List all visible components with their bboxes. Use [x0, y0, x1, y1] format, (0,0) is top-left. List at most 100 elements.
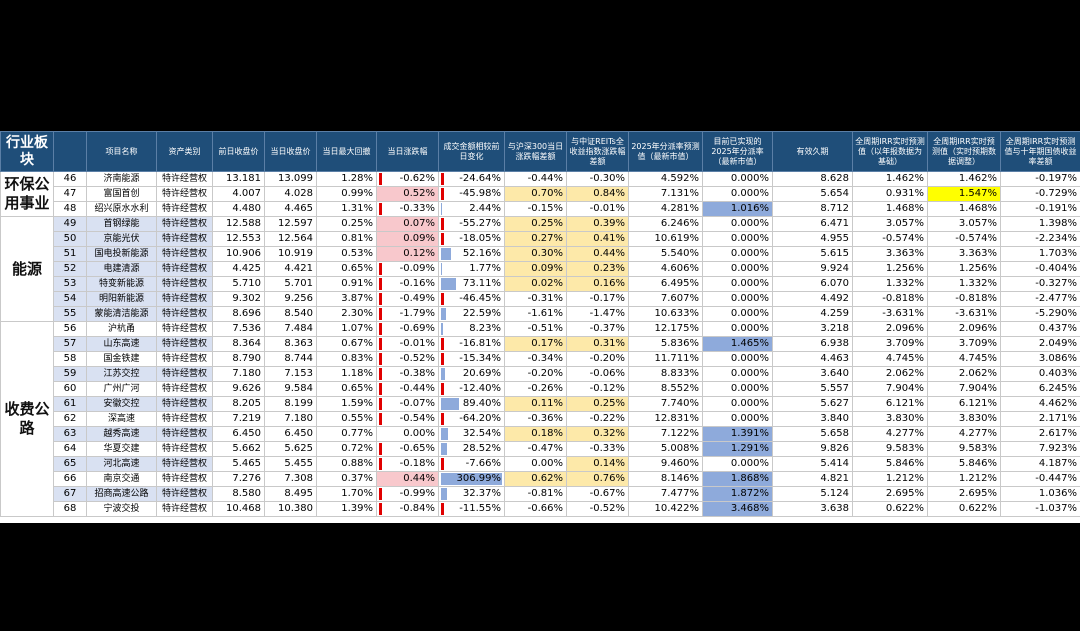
- turnover-change-value: 52.16%: [462, 248, 501, 259]
- row-index-value: 51: [63, 248, 77, 259]
- realized-2025: 1.465%: [702, 336, 773, 352]
- prev-close-value: 9.626: [232, 383, 261, 394]
- turnover-change-value: 32.54%: [462, 428, 501, 439]
- vs-hs300: 0.09%: [504, 261, 567, 277]
- row-index-value: 63: [63, 428, 77, 439]
- duration-value: 5.627: [820, 398, 849, 409]
- vs-hs300: -0.31%: [504, 291, 567, 307]
- daily-change: 0.00%: [376, 426, 439, 442]
- row-index-value: 50: [63, 233, 77, 244]
- prev-close: 4.425: [212, 261, 265, 277]
- header-max-drawdown: 当日最大回撤: [316, 131, 377, 172]
- duration-value: 5.615: [820, 248, 849, 259]
- irr-spread: -0.197%: [1000, 171, 1080, 187]
- asset-type-value: 特许经营权: [161, 444, 207, 454]
- prev-close: 8.580: [212, 486, 265, 502]
- turnover-change: 306.99%: [438, 471, 505, 487]
- asset-type-value: 特许经营权: [161, 489, 207, 499]
- max-drawdown-value: 1.07%: [341, 323, 373, 334]
- irr-base-value: 2.096%: [885, 323, 924, 334]
- turnover-bar: [441, 308, 446, 320]
- prev-close-value: 4.007: [232, 188, 261, 199]
- yield-2025: 12.831%: [628, 411, 703, 427]
- yield-2025-value: 8.552%: [660, 383, 699, 394]
- daily-change-value: -0.52%: [399, 353, 435, 364]
- vs-reits: -0.12%: [566, 381, 629, 397]
- irr-base: -0.574%: [852, 231, 928, 247]
- duration: 5.615: [772, 246, 853, 262]
- irr-adjusted-value: -3.631%: [955, 308, 997, 319]
- project-name: 首钢绿能: [86, 216, 157, 232]
- close: 12.597: [264, 216, 317, 232]
- prev-close-value: 8.364: [232, 338, 261, 349]
- realized-2025: 1.391%: [702, 426, 773, 442]
- irr-base: 1.332%: [852, 276, 928, 292]
- close: 5.625: [264, 441, 317, 457]
- change-bar: [379, 398, 382, 410]
- daily-change-value: -0.84%: [399, 503, 435, 514]
- realized-2025: 1.016%: [702, 201, 773, 217]
- daily-change: -0.09%: [376, 261, 439, 277]
- irr-adjusted: 1.547%: [927, 186, 1001, 202]
- close-value: 8.363: [284, 338, 313, 349]
- max-drawdown: 0.53%: [316, 246, 377, 262]
- irr-base: -0.818%: [852, 291, 928, 307]
- irr-base: 3.363%: [852, 246, 928, 262]
- daily-change: -0.07%: [376, 396, 439, 412]
- prev-close-value: 8.580: [232, 488, 261, 499]
- turnover-change: -46.45%: [438, 291, 505, 307]
- asset-type: 特许经营权: [156, 336, 213, 352]
- row-index: 53: [53, 276, 87, 292]
- irr-base: 4.277%: [852, 426, 928, 442]
- change-bar: [379, 338, 382, 350]
- max-drawdown-value: 0.72%: [341, 443, 373, 454]
- daily-change: -0.49%: [376, 291, 439, 307]
- close: 6.450: [264, 426, 317, 442]
- irr-adjusted-value: -0.574%: [955, 233, 997, 244]
- prev-close-value: 4.480: [232, 203, 261, 214]
- duration: 5.124: [772, 486, 853, 502]
- irr-adjusted-value: 6.121%: [958, 398, 997, 409]
- asset-type: 特许经营权: [156, 306, 213, 322]
- yield-2025-value: 7.122%: [660, 428, 699, 439]
- irr-base-value: 3.363%: [885, 248, 924, 259]
- project-name-value: 南京交通: [103, 474, 140, 484]
- irr-base: 9.583%: [852, 441, 928, 457]
- duration: 6.070: [772, 276, 853, 292]
- duration: 9.924: [772, 261, 853, 277]
- row-index: 58: [53, 351, 87, 367]
- prev-close: 10.906: [212, 246, 265, 262]
- max-drawdown: 0.91%: [316, 276, 377, 292]
- vs-hs300-value: -0.20%: [527, 368, 563, 379]
- header-vs-reits: 与中证REITs全收益指数涨跌幅差额: [566, 131, 629, 172]
- duration-value: 3.840: [820, 413, 849, 424]
- prev-close-value: 13.181: [226, 173, 261, 184]
- vs-reits: 0.84%: [566, 186, 629, 202]
- change-bar: [379, 353, 382, 365]
- row-index: 54: [53, 291, 87, 307]
- header-duration: 有效久期: [772, 131, 853, 172]
- irr-base-value: -0.574%: [882, 233, 924, 244]
- asset-type-value: 特许经营权: [161, 249, 207, 259]
- duration: 5.414: [772, 456, 853, 472]
- realized-2025: 0.000%: [702, 261, 773, 277]
- duration: 8.628: [772, 171, 853, 187]
- prev-close: 8.364: [212, 336, 265, 352]
- vs-reits-value: 0.84%: [593, 188, 625, 199]
- vs-reits: -0.37%: [566, 321, 629, 337]
- asset-type: 特许经营权: [156, 486, 213, 502]
- daily-change: -0.16%: [376, 276, 439, 292]
- close: 8.363: [264, 336, 317, 352]
- max-drawdown-value: 0.25%: [341, 218, 373, 229]
- daily-change: 0.44%: [376, 471, 439, 487]
- turnover-change: 20.69%: [438, 366, 505, 382]
- realized-2025-value: 0.000%: [730, 233, 769, 244]
- vs-reits: 0.14%: [566, 456, 629, 472]
- realized-2025: 3.468%: [702, 501, 773, 517]
- vs-reits-value: -0.17%: [589, 293, 625, 304]
- vs-hs300-value: 0.18%: [531, 428, 563, 439]
- daily-change-value: -1.79%: [399, 308, 435, 319]
- max-drawdown-value: 2.30%: [341, 308, 373, 319]
- daily-change-value: -0.99%: [399, 488, 435, 499]
- turnover-change: 1.77%: [438, 261, 505, 277]
